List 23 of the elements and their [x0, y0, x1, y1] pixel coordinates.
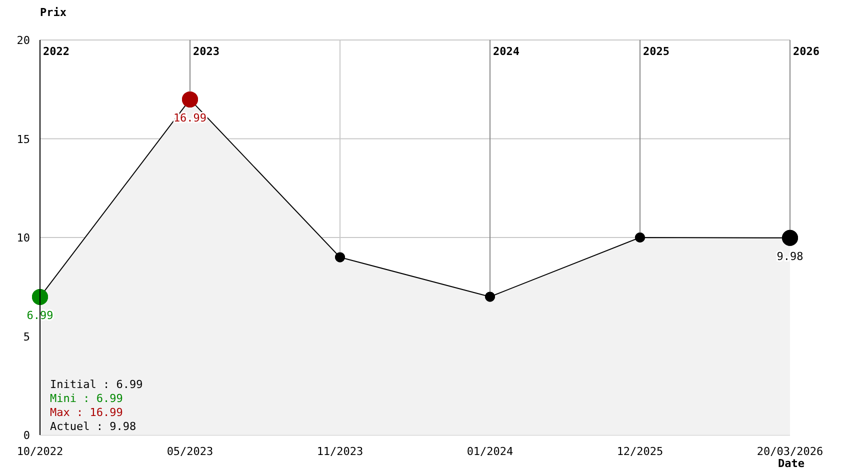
ref-line-label: 2025 — [643, 45, 670, 58]
annotation: Actuel : 9.98 — [50, 420, 136, 433]
ref-line-label: 2026 — [793, 45, 820, 58]
ref-line-label: 2024 — [493, 45, 520, 58]
y-axis-title: Prix — [40, 6, 67, 19]
x-tick-label: 10/2022 — [16, 445, 64, 458]
data-label: 9.98 — [776, 250, 804, 263]
annotation: Initial : 6.99 — [50, 378, 143, 391]
annotation: Max : 16.99 — [50, 406, 123, 419]
y-tick-label: 5 — [23, 330, 30, 344]
x-tick-label: 20/03/2026 — [756, 445, 824, 458]
annotation: 2022 — [43, 45, 70, 58]
x-tick-label: 01/2024 — [466, 445, 514, 458]
y-tick-label: 15 — [16, 132, 30, 146]
x-tick-label: 12/2025 — [616, 445, 664, 458]
x-tick-label: 05/2023 — [166, 445, 214, 458]
y-tick-label: 20 — [16, 34, 30, 47]
y-tick-label: 0 — [23, 429, 30, 442]
y-tick-label: 10 — [16, 232, 30, 244]
ref-line-label: 2023 — [193, 45, 220, 58]
x-tick-label: 11/2023 — [316, 445, 364, 458]
x-axis-title: Date — [778, 457, 805, 470]
annotation: Mini : 6.99 — [50, 392, 123, 405]
